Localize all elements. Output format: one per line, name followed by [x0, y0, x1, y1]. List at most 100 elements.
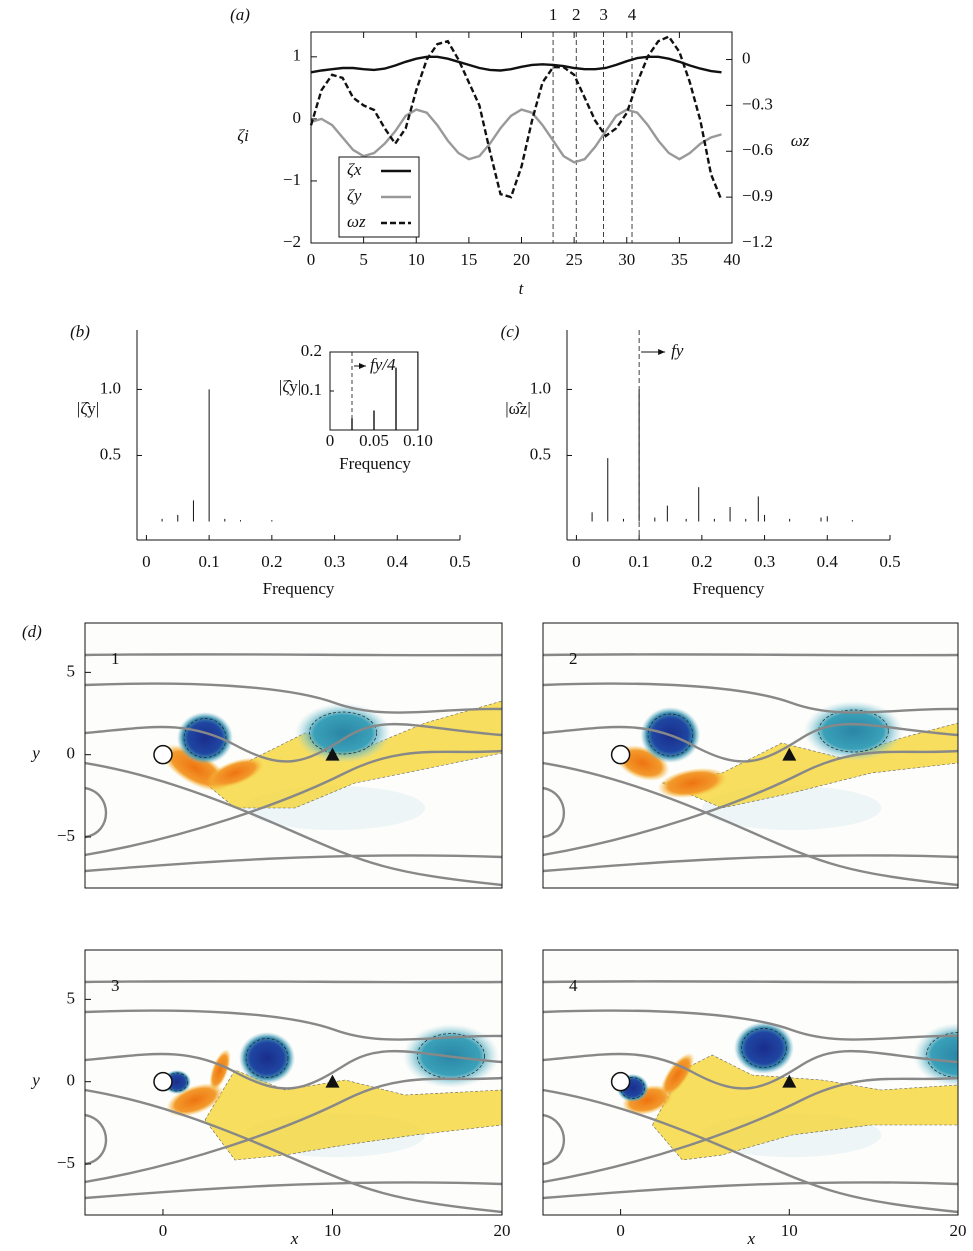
y-axis-label: |ζ̂y|: [77, 399, 99, 418]
contour: [183, 718, 227, 758]
y-tick-label: 1: [293, 46, 302, 65]
y-tick-label: 5: [67, 661, 76, 680]
x-tick-label: 0: [307, 250, 316, 269]
streamline: [543, 722, 958, 763]
streamline: [85, 1113, 108, 1166]
positive-core: [209, 1049, 231, 1091]
streamline: [543, 682, 958, 714]
x-tick-label: 20: [950, 1221, 967, 1240]
panel-label: (c): [501, 322, 520, 341]
panel-frame: [84, 622, 503, 889]
y-tick-label: 0.5: [530, 444, 551, 463]
streamline: [543, 854, 958, 873]
streamline: [85, 786, 108, 839]
x-tick-label: 0: [572, 552, 581, 571]
y-axis-label: |ω̂z|: [505, 399, 531, 418]
y-axis-label: ζi: [237, 126, 249, 145]
probe: [782, 1074, 797, 1088]
contour: [417, 1033, 485, 1079]
x-axis-label: Frequency: [693, 579, 765, 598]
x-axis-label: x: [747, 1229, 756, 1248]
flow-shapes: [85, 653, 502, 887]
x-tick-label: 0.3: [324, 552, 345, 571]
negative-core: [734, 1022, 794, 1074]
x-tick-label: 15: [460, 250, 477, 269]
negative-vortex: [913, 1023, 958, 1087]
x-tick-label: 0.5: [449, 552, 470, 571]
x-tick-label: 0.5: [879, 552, 900, 571]
probe: [325, 747, 340, 761]
streamline: [85, 980, 502, 984]
positive-core: [660, 1052, 695, 1098]
y-tick-label: 0: [293, 108, 302, 127]
inset-x-tick-label: 0.10: [403, 431, 433, 450]
streamline: [543, 653, 958, 657]
x-tick-label: 0: [142, 552, 151, 571]
inset-y-label: |ζ̂y|: [279, 377, 301, 396]
streamline: [543, 761, 958, 887]
y2-axis-label: ωz: [791, 131, 810, 150]
x-tick-label: 0.2: [261, 552, 282, 571]
streamline: [543, 1088, 958, 1214]
contour: [647, 713, 694, 757]
y2-tick-label: −1.2: [742, 232, 773, 251]
y-tick-label: 1.0: [530, 378, 551, 397]
negative-core: [239, 1032, 295, 1084]
y-tick-label: 0: [67, 744, 76, 763]
series-line: [309, 35, 723, 201]
streamline: [85, 761, 502, 887]
y-tick-label: −1: [283, 170, 301, 189]
x-tick-label: 20: [494, 1221, 511, 1240]
panel-frame: [542, 622, 959, 889]
probe: [325, 1074, 340, 1088]
x-tick-label: 0.1: [629, 552, 650, 571]
flow-field: [543, 653, 958, 887]
annotation: fy: [671, 341, 684, 360]
streamline: [85, 854, 502, 873]
panel-frame: [542, 949, 959, 1216]
y-tick-label: −5: [57, 1153, 75, 1172]
legend-label: ζy: [347, 186, 362, 205]
y-tick-label: −5: [57, 826, 75, 845]
series-line: [310, 55, 722, 74]
y-tick-label: 0.5: [100, 444, 121, 463]
inset-y-tick-label: 0.2: [301, 341, 322, 360]
flow-shapes: [543, 653, 958, 887]
panel-frame: [84, 949, 503, 1216]
streamline: [85, 653, 502, 657]
x-tick-label: 5: [359, 250, 368, 269]
x-tick-label: 10: [324, 1221, 341, 1240]
x-axis-label: t: [519, 279, 525, 298]
positive-core: [657, 767, 727, 799]
x-tick-label: 0: [159, 1221, 168, 1240]
streamline: [85, 1088, 502, 1214]
streamline: [85, 1076, 502, 1184]
y-tick-label: 0: [67, 1071, 76, 1090]
series-line: [310, 108, 722, 164]
x-tick-label: 0.1: [199, 552, 220, 571]
x-tick-label: 30: [618, 250, 635, 269]
inset-x-tick-label: 0: [326, 431, 335, 450]
x-tick-label: 10: [781, 1221, 798, 1240]
streamline: [543, 1049, 958, 1090]
positive-vorticity: [652, 1054, 958, 1161]
streamline: [543, 1113, 566, 1166]
x-tick-label: 0: [616, 1221, 625, 1240]
panel-label: (b): [70, 322, 90, 341]
negative-core: [177, 712, 233, 764]
x-tick-label: 20: [513, 250, 530, 269]
time-marker-label: 1: [549, 5, 558, 24]
time-marker-label: 4: [628, 5, 637, 24]
streamline: [85, 722, 502, 763]
contour: [818, 709, 889, 753]
contour: [741, 1028, 787, 1068]
x-tick-label: 40: [724, 250, 741, 269]
streamline: [85, 682, 502, 714]
y-axis-label: y: [30, 744, 40, 763]
flow-shapes: [543, 980, 958, 1214]
y2-tick-label: −0.6: [742, 140, 773, 159]
y-tick-label: 1.0: [100, 378, 121, 397]
y-axis-label: y: [30, 1071, 40, 1090]
x-tick-label: 10: [408, 250, 425, 269]
